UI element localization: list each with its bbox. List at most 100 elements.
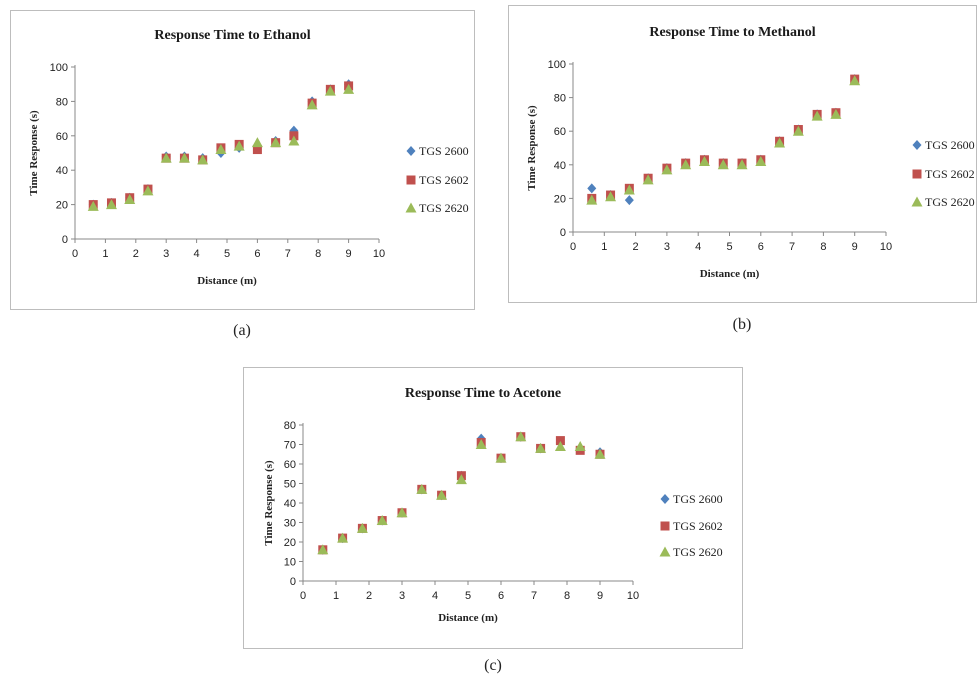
data-point [160, 152, 172, 163]
y-tick-label: 0 [62, 234, 68, 246]
y-tick-label: 100 [50, 62, 68, 74]
data-point [680, 159, 692, 170]
data-point [623, 184, 635, 195]
y-axis-title: Time Response (s) [263, 460, 275, 546]
y-axis-title: Time Response (s) [526, 105, 538, 191]
x-tick-label: 8 [315, 248, 321, 260]
data-point [396, 507, 408, 518]
legend-marker-diamond [912, 140, 922, 150]
x-tick-label: 9 [597, 590, 603, 602]
data-point [142, 185, 154, 196]
x-tick-label: 1 [333, 590, 339, 602]
legend-label: TGS 2602 [925, 167, 975, 181]
y-tick-label: 20 [284, 537, 296, 549]
data-point [455, 474, 467, 485]
x-tick-label: 10 [880, 241, 892, 253]
x-tick-label: 0 [570, 241, 576, 253]
data-point [642, 174, 654, 185]
x-tick-label: 8 [564, 590, 570, 602]
x-tick-label: 10 [373, 248, 385, 260]
chart-panel-ethanol: Response Time to Ethanol 0 20 40 60 80 100 0 1 2 3… [10, 10, 475, 310]
y-tick-label: 100 [548, 59, 566, 71]
x-tick-label: 4 [695, 241, 701, 253]
data-point [416, 483, 428, 494]
ethanol-scatter-chart: Response Time to Ethanol 0 20 40 60 80 100 0 1 2 3… [28, 28, 469, 287]
y-tick-label: 60 [554, 126, 566, 138]
caption-b: (b) [732, 316, 752, 333]
chart-panel-methanol: Response Time to Methanol 0 20 40 60 80 100 0 1 2… [508, 5, 977, 303]
x-tick-label: 7 [789, 241, 795, 253]
data-point [251, 137, 263, 148]
x-tick-label: 4 [432, 590, 438, 602]
x-tick-label: 9 [852, 241, 858, 253]
data-point [356, 522, 368, 533]
data-point [215, 144, 227, 155]
data-point [755, 155, 767, 166]
y-tick-label: 60 [56, 131, 68, 143]
x-tick-label: 0 [72, 248, 78, 260]
x-tick-label: 5 [465, 590, 471, 602]
y-axis-title: Time Response (s) [28, 110, 40, 196]
legend-label: TGS 2602 [673, 519, 723, 533]
x-tick-label: 9 [346, 248, 352, 260]
x-tick-label: 1 [601, 241, 607, 253]
data-point [233, 140, 245, 151]
x-tick-label: 4 [194, 248, 200, 260]
x-tick-label: 10 [627, 590, 639, 602]
y-tick-label: 80 [56, 96, 68, 108]
caption-a: (a) [233, 322, 251, 339]
methanol-scatter-chart: Response Time to Methanol 0 20 40 60 80 100 0 1 2… [526, 25, 975, 280]
x-tick-label: 6 [498, 590, 504, 602]
x-tick-label: 5 [726, 241, 732, 253]
y-tick-label: 40 [284, 498, 296, 510]
data-point [717, 159, 729, 170]
legend-label: TGS 2620 [419, 201, 469, 215]
data-point [736, 159, 748, 170]
data-point [343, 83, 355, 94]
chart-panel-acetone: Response Time to Acetone 0 10 20 30 40 50 60 70 8… [243, 367, 743, 649]
series-tgs-2620 [317, 431, 606, 555]
legend-marker-triangle [911, 196, 923, 207]
legend-label: TGS 2620 [673, 545, 723, 559]
data-point [574, 440, 586, 451]
data-point [288, 135, 300, 146]
legend-marker-square [660, 521, 670, 531]
legend-marker-square [406, 175, 416, 185]
x-tick-label: 1 [102, 248, 108, 260]
legend-label: TGS 2602 [419, 173, 469, 187]
data-point [475, 439, 487, 449]
data-point [178, 152, 190, 163]
x-axis-title: Distance (m) [438, 612, 498, 624]
chart-title: Response Time to Methanol [649, 25, 815, 40]
data-point [624, 195, 634, 206]
legend-label: TGS 2620 [925, 195, 975, 209]
series-tgs-2602 [587, 74, 860, 203]
series-tgs-2620 [87, 83, 355, 211]
y-tick-label: 50 [284, 479, 296, 491]
y-tick-label: 40 [554, 160, 566, 172]
data-point [811, 110, 823, 121]
y-tick-label: 80 [284, 420, 296, 432]
legend-marker-triangle [659, 546, 671, 557]
data-point [594, 448, 606, 459]
data-point [87, 200, 99, 211]
data-point [252, 145, 262, 155]
y-tick-label: 10 [284, 557, 296, 569]
chart-title: Response Time to Ethanol [154, 28, 310, 43]
legend-label: TGS 2600 [673, 492, 723, 506]
data-point [324, 85, 336, 96]
y-tick-label: 20 [56, 200, 68, 212]
y-tick-label: 0 [560, 227, 566, 239]
y-tick-label: 0 [290, 576, 296, 588]
data-point [587, 183, 597, 194]
data-point [774, 137, 786, 148]
x-tick-label: 7 [531, 590, 537, 602]
x-tick-label: 2 [633, 241, 639, 253]
data-point [270, 137, 282, 148]
data-point [376, 515, 388, 526]
data-point [698, 155, 710, 166]
data-point [515, 431, 527, 442]
acetone-scatter-chart: Response Time to Acetone0102030405060708… [263, 386, 723, 624]
data-point [605, 191, 617, 202]
data-point [306, 99, 318, 110]
